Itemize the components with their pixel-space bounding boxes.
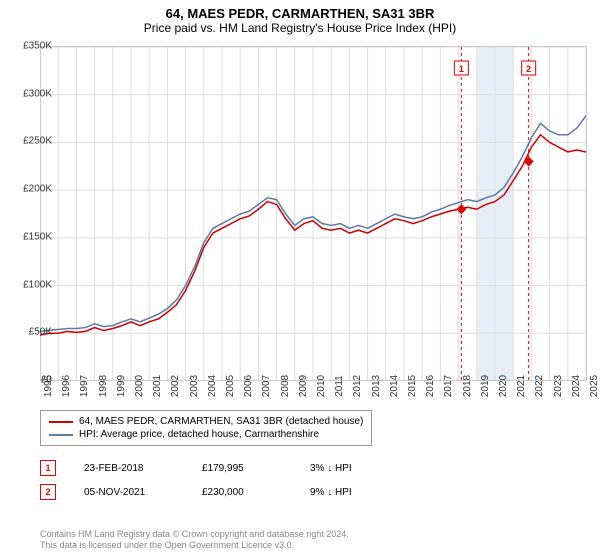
x-tick-label: 2006 [243,375,254,397]
y-tick-label: £200K [23,184,52,195]
chart-container: { "title_line1": "64, MAES PEDR, CARMART… [0,0,600,560]
x-tick-label: 2023 [553,375,564,397]
y-tick-label: £150K [23,231,52,242]
x-tick-label: 1995 [43,375,54,397]
x-tick-label: 2019 [480,375,491,397]
x-tick-label: 2017 [443,375,454,397]
x-tick-label: 1996 [61,375,72,397]
x-tick-label: 1998 [98,375,109,397]
x-tick-label: 1999 [116,375,127,397]
x-tick-label: 2015 [407,375,418,397]
x-tick-label: 2014 [389,375,400,397]
x-tick-label: 2003 [189,375,200,397]
legend-label: 64, MAES PEDR, CARMARTHEN, SA31 3BR (det… [79,416,363,427]
x-tick-label: 2025 [589,375,600,397]
x-tick-label: 2022 [534,375,545,397]
sale-row: 1 23-FEB-2018 £179,995 3% ↓ HPI [40,456,352,480]
x-tick-label: 2013 [371,375,382,397]
x-tick-label: 2012 [352,375,363,397]
legend-swatch [49,434,73,436]
sale-marker-icon: 1 [40,460,56,476]
x-tick-label: 2010 [316,375,327,397]
sale-price: £230,000 [202,487,282,498]
x-tick-label: 2004 [207,375,218,397]
sale-delta: 3% ↓ HPI [310,463,352,474]
copyright-notice: Contains HM Land Registry data © Crown c… [40,529,349,552]
x-tick-label: 2009 [298,375,309,397]
chart-plot-area: 12 [40,46,587,381]
x-tick-label: 2024 [571,375,582,397]
x-tick-label: 2001 [152,375,163,397]
x-tick-label: 2011 [334,375,345,397]
chart-title-block: 64, MAES PEDR, CARMARTHEN, SA31 3BR Pric… [0,0,600,37]
sale-row: 2 05-NOV-2021 £230,000 9% ↓ HPI [40,480,352,504]
y-tick-label: £50K [29,327,52,338]
legend-row: HPI: Average price, detached house, Carm… [49,428,363,441]
x-tick-label: 2002 [170,375,181,397]
legend-label: HPI: Average price, detached house, Carm… [79,429,319,440]
svg-text:2: 2 [526,64,531,74]
legend-row: 64, MAES PEDR, CARMARTHEN, SA31 3BR (det… [49,415,363,428]
x-tick-label: 2016 [425,375,436,397]
legend-swatch [49,421,73,423]
x-tick-label: 2018 [462,375,473,397]
sale-date: 05-NOV-2021 [84,487,174,498]
chart-title: 64, MAES PEDR, CARMARTHEN, SA31 3BR [0,6,600,21]
y-tick-label: £100K [23,279,52,290]
x-tick-label: 2005 [225,375,236,397]
chart-svg: 12 [40,47,586,381]
sales-table: 1 23-FEB-2018 £179,995 3% ↓ HPI 2 05-NOV… [40,456,352,504]
sale-delta: 9% ↓ HPI [310,487,352,498]
sale-price: £179,995 [202,463,282,474]
x-tick-label: 2000 [134,375,145,397]
sale-date: 23-FEB-2018 [84,463,174,474]
chart-subtitle: Price paid vs. HM Land Registry's House … [0,21,600,35]
sale-marker-icon: 2 [40,484,56,500]
x-tick-label: 2008 [280,375,291,397]
copyright-line: This data is licensed under the Open Gov… [40,540,349,552]
x-tick-label: 1997 [79,375,90,397]
y-tick-label: £350K [23,41,52,52]
x-tick-label: 2020 [498,375,509,397]
x-tick-label: 2007 [261,375,272,397]
x-tick-label: 2021 [516,375,527,397]
y-tick-label: £300K [23,88,52,99]
y-tick-label: £250K [23,136,52,147]
chart-legend: 64, MAES PEDR, CARMARTHEN, SA31 3BR (det… [40,410,372,446]
copyright-line: Contains HM Land Registry data © Crown c… [40,529,349,541]
svg-text:1: 1 [459,64,464,74]
